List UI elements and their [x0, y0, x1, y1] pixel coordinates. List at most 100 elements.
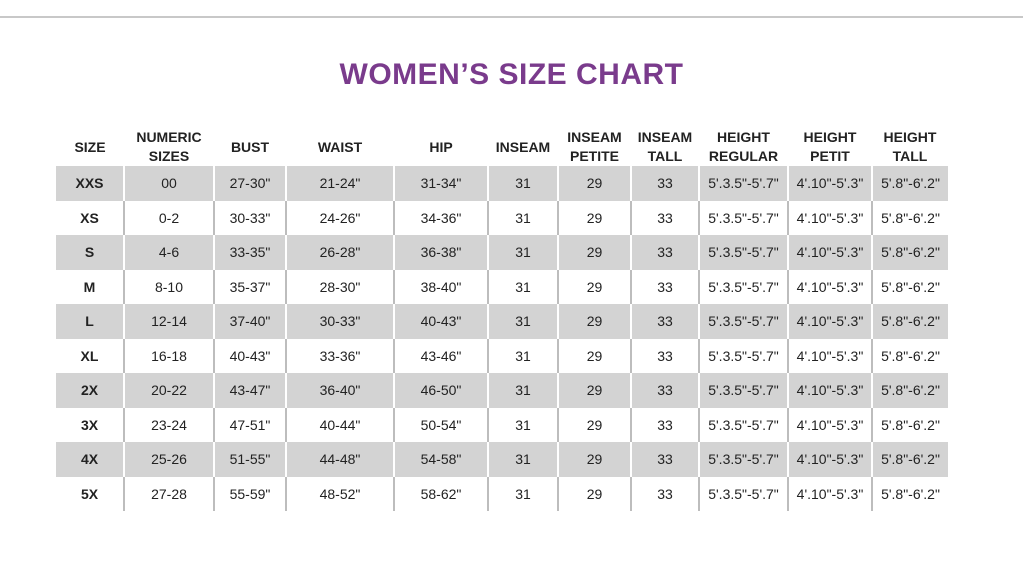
cell-height-petit: 4'.10"-5'.3" [787, 338, 872, 373]
cell-height-petit: 4'.10"-5'.3" [787, 269, 872, 304]
cell-height-regular: 5'.3.5"-5'.7" [698, 373, 788, 408]
column-header-text: PETIT [810, 148, 850, 164]
cell-height-tall: 5'.8"-6'.2" [871, 476, 948, 511]
column-header-inseam-petite: INSEAM PETITE [558, 128, 631, 166]
column-header-text: BUST [230, 138, 270, 155]
table-body: XXS 00 27-30" 21-24" 31-34" 31 29 33 5'.3.5"-5'.… [56, 166, 948, 511]
column-header-text: INSEAM [495, 138, 551, 155]
cell-inseam-petite: 29 [557, 269, 631, 304]
cell-inseam-petite: 29 [557, 200, 631, 235]
cell-size: M [56, 269, 124, 304]
cell-inseam: 31 [487, 407, 558, 442]
cell-numeric-sizes: 8-10 [123, 269, 214, 304]
cell-inseam-tall: 33 [630, 476, 699, 511]
cell-height-tall: 5'.8"-6'.2" [871, 269, 948, 304]
cell-hip: 43-46" [393, 338, 488, 373]
cell-hip: 38-40" [393, 269, 488, 304]
cell-size: XXS [56, 166, 124, 201]
column-header-height-petit: HEIGHT PETIT [788, 128, 872, 166]
cell-waist: 21-24" [285, 166, 394, 201]
header-row: SIZE NUMERIC SIZES BUST WAIST HIP INSEAM INSEAM… [56, 128, 948, 166]
cell-numeric-sizes: 0-2 [123, 200, 214, 235]
table-row: L 12-14 37-40" 30-33" 40-43" 31 29 33 5'.3.5"-5'… [56, 304, 948, 339]
column-header-text: WAIST [317, 138, 363, 155]
cell-size: 4X [56, 442, 124, 477]
cell-height-petit: 4'.10"-5'.3" [787, 407, 872, 442]
table-row: S 4-6 33-35" 26-28" 36-38" 31 29 33 5'.3.5"-5'.7… [56, 235, 948, 270]
size-chart-table: SIZE NUMERIC SIZES BUST WAIST HIP INSEAM INSEAM… [56, 128, 948, 511]
cell-inseam: 31 [487, 235, 558, 270]
cell-bust: 33-35" [213, 235, 286, 270]
cell-size: XL [56, 338, 124, 373]
column-header-hip: HIP [394, 128, 488, 166]
cell-inseam-tall: 33 [630, 407, 699, 442]
cell-size: 3X [56, 407, 124, 442]
column-header-text: HEIGHT [803, 129, 857, 145]
column-header-text: INSEAM [567, 129, 622, 145]
cell-height-petit: 4'.10"-5'.3" [787, 476, 872, 511]
column-header-inseam-tall: INSEAM TALL [631, 128, 699, 166]
column-header-text: INSEAM [637, 129, 693, 145]
cell-inseam-tall: 33 [630, 166, 699, 201]
column-header-text: NUMERIC [136, 129, 202, 145]
page-title: WOMEN’S SIZE CHART [339, 58, 684, 91]
cell-bust: 47-51" [213, 407, 286, 442]
column-header-text: PETITE [569, 148, 619, 164]
table-row: XL 16-18 40-43" 33-36" 43-46" 31 29 33 5'.3.5"-5… [56, 338, 948, 373]
cell-height-tall: 5'.8"-6'.2" [871, 235, 948, 270]
column-header-text: TALL [647, 148, 683, 164]
table-row: 5X 27-28 55-59" 48-52" 58-62" 31 29 33 5'.3.5"-5… [56, 476, 948, 511]
cell-hip: 34-36" [393, 200, 488, 235]
cell-waist: 33-36" [285, 338, 394, 373]
cell-hip: 40-43" [393, 304, 488, 339]
cell-bust: 55-59" [213, 476, 286, 511]
cell-height-petit: 4'.10"-5'.3" [787, 235, 872, 270]
cell-inseam: 31 [487, 442, 558, 477]
cell-waist: 30-33" [285, 304, 394, 339]
cell-inseam-petite: 29 [557, 338, 631, 373]
cell-inseam-tall: 33 [630, 304, 699, 339]
cell-numeric-sizes: 23-24 [123, 407, 214, 442]
cell-waist: 40-44" [285, 407, 394, 442]
cell-waist: 24-26" [285, 200, 394, 235]
cell-height-tall: 5'.8"-6'.2" [871, 373, 948, 408]
cell-bust: 35-37" [213, 269, 286, 304]
column-header-text: TALL [892, 148, 928, 164]
cell-height-petit: 4'.10"-5'.3" [787, 166, 872, 201]
cell-size: XS [56, 200, 124, 235]
cell-bust: 30-33" [213, 200, 286, 235]
column-header-text: SIZE [74, 138, 106, 155]
cell-bust: 37-40" [213, 304, 286, 339]
cell-numeric-sizes: 00 [123, 166, 214, 201]
table-row: XXS 00 27-30" 21-24" 31-34" 31 29 33 5'.3.5"-5'.… [56, 166, 948, 201]
cell-hip: 31-34" [393, 166, 488, 201]
column-header-text: HEIGHT [883, 129, 937, 145]
cell-hip: 46-50" [393, 373, 488, 408]
table-row: XS 0-2 30-33" 24-26" 34-36" 31 29 33 5'.3.5"-5'.… [56, 200, 948, 235]
cell-inseam-petite: 29 [557, 373, 631, 408]
cell-inseam-petite: 29 [557, 476, 631, 511]
cell-hip: 36-38" [393, 235, 488, 270]
cell-height-regular: 5'.3.5"-5'.7" [698, 407, 788, 442]
cell-height-regular: 5'.3.5"-5'.7" [698, 235, 788, 270]
cell-bust: 51-55" [213, 442, 286, 477]
cell-numeric-sizes: 4-6 [123, 235, 214, 270]
cell-numeric-sizes: 25-26 [123, 442, 214, 477]
cell-height-tall: 5'.8"-6'.2" [871, 200, 948, 235]
column-header-text: REGULAR [708, 148, 779, 164]
cell-height-tall: 5'.8"-6'.2" [871, 338, 948, 373]
table-row: 3X 23-24 47-51" 40-44" 50-54" 31 29 33 5'.3.5"-5… [56, 407, 948, 442]
cell-inseam-petite: 29 [557, 235, 631, 270]
cell-inseam: 31 [487, 269, 558, 304]
cell-inseam-petite: 29 [557, 442, 631, 477]
column-header-height-regular: HEIGHT REGULAR [699, 128, 788, 166]
cell-hip: 58-62" [393, 476, 488, 511]
cell-inseam-tall: 33 [630, 373, 699, 408]
cell-height-tall: 5'.8"-6'.2" [871, 166, 948, 201]
column-header-text: HEIGHT [717, 129, 770, 145]
cell-height-petit: 4'.10"-5'.3" [787, 200, 872, 235]
column-header-waist: WAIST [286, 128, 394, 166]
cell-height-tall: 5'.8"-6'.2" [871, 407, 948, 442]
cell-numeric-sizes: 20-22 [123, 373, 214, 408]
cell-hip: 50-54" [393, 407, 488, 442]
